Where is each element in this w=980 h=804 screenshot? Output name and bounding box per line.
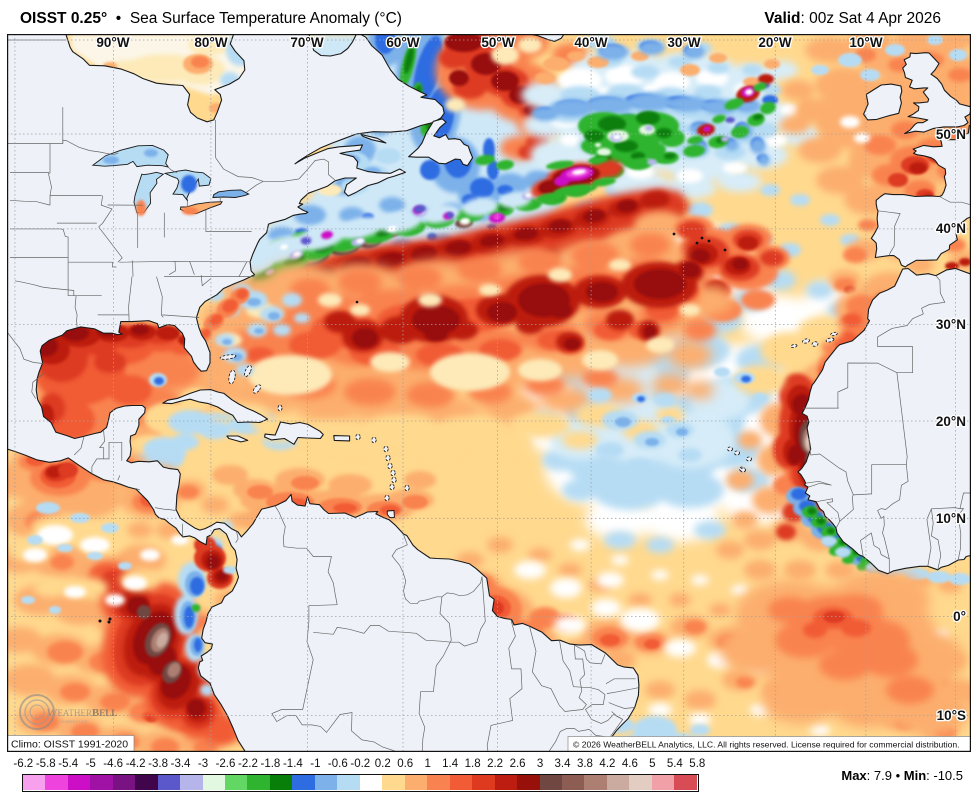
svg-text:40°N: 40°N [936, 221, 966, 236]
svg-text:70°W: 70°W [290, 35, 323, 50]
svg-text:WEATHERBELL: WEATHERBELL [47, 707, 117, 719]
svg-text:10°W: 10°W [849, 35, 882, 50]
svg-text:30°N: 30°N [936, 317, 966, 332]
svg-text:10°N: 10°N [936, 511, 966, 526]
svg-text:50°W: 50°W [481, 35, 514, 50]
svg-text:Climo: OISST 1991-2020: Climo: OISST 1991-2020 [11, 739, 128, 751]
svg-text:20°W: 20°W [758, 35, 791, 50]
svg-text:20°N: 20°N [936, 414, 966, 429]
svg-text:30°W: 30°W [667, 35, 700, 50]
svg-text:50°N: 50°N [936, 127, 966, 142]
svg-text:Analytics LLC: Analytics LLC [60, 719, 88, 724]
svg-text:90°W: 90°W [96, 35, 129, 50]
svg-text:10°S: 10°S [937, 708, 966, 723]
svg-text:80°W: 80°W [194, 35, 227, 50]
svg-text:60°W: 60°W [386, 35, 419, 50]
svg-text:40°W: 40°W [574, 35, 607, 50]
svg-text:© 2026 WeatherBELL Analytics,: © 2026 WeatherBELL Analytics, LLC. All r… [573, 740, 960, 750]
svg-text:0°: 0° [953, 609, 966, 624]
